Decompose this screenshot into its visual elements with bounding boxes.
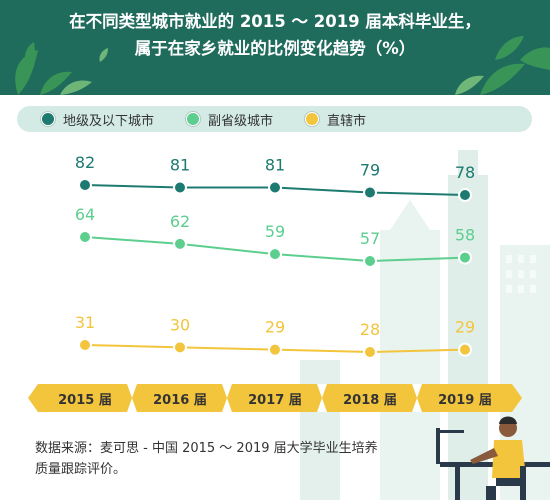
legend-item-municipality: 直辖市: [305, 110, 366, 129]
banner-divider-1: [222, 384, 232, 412]
legend-item-prefecture: 地级及以下城市: [41, 110, 154, 129]
category-label: 2017 届: [248, 393, 302, 408]
chart-title: 在不同类型城市就业的 2015 ～ 2019 届本科毕业生， 属于在家乡就业的比…: [0, 8, 550, 62]
data-label: 82: [75, 153, 95, 172]
banner-divider-3: [412, 384, 422, 412]
data-point: [173, 236, 187, 251]
category-label: 2018 届: [343, 393, 397, 408]
data-point: [268, 180, 282, 195]
leaf-decoration: [15, 36, 550, 95]
category-label: 2019 届: [438, 393, 492, 408]
category-label: 2016 届: [153, 393, 207, 408]
data-label: 79: [360, 161, 380, 180]
data-point: [458, 342, 472, 357]
title-line-2: 属于在家乡就业的比例变化趋势（%）: [134, 39, 416, 58]
title-line-1: 在不同类型城市就业的 2015 ～ 2019 届本科毕业生，: [69, 12, 481, 31]
banner-divider-0: [127, 384, 137, 412]
data-label: 59: [265, 222, 285, 241]
data-label: 81: [265, 156, 285, 175]
data-label: 81: [170, 156, 190, 175]
data-point: [173, 180, 187, 195]
data-point: [458, 250, 472, 265]
legend-swatch-subprovincial: [186, 112, 201, 126]
legend-label-subprovincial: 副省级城市: [208, 113, 274, 129]
data-point: [78, 230, 92, 244]
banner-left-tip: [28, 384, 38, 412]
data-point: [363, 254, 377, 268]
header-banner: 在不同类型城市就业的 2015 ～ 2019 届本科毕业生， 属于在家乡就业的比…: [0, 0, 550, 95]
data-label: 29: [265, 318, 285, 337]
data-label: 30: [170, 315, 190, 334]
data-label: 28: [360, 320, 380, 339]
data-point: [363, 185, 377, 200]
person-at-desk-illustration: [436, 416, 550, 500]
data-point: [458, 188, 472, 202]
legend-item-subprovincial: 副省级城市: [186, 110, 273, 129]
data-label: 78: [455, 163, 475, 182]
legend-label-municipality: 直辖市: [327, 113, 367, 129]
series-layer: 82 81 81 79 78 64 62 59 57 58 31 30 29 28 29: [75, 153, 475, 359]
data-label: 64: [75, 205, 95, 224]
data-point: [78, 178, 92, 192]
banner-right-tip: [512, 384, 522, 412]
category-banner: 2015 届 2016 届 2017 届 2018 届 2019 届: [28, 384, 522, 412]
data-point: [363, 345, 377, 359]
category-label: 2015 届: [58, 393, 112, 408]
data-label: 62: [170, 212, 190, 231]
data-label: 29: [455, 318, 475, 337]
data-label: 58: [455, 226, 475, 245]
legend-swatch-prefecture: [41, 112, 55, 126]
banner-bar: [38, 384, 512, 412]
data-source-note: 数据来源：麦可思 - 中国 2015 ～ 2019 届大学毕业生培养 质量跟踪评…: [35, 438, 415, 480]
data-label: 57: [360, 229, 380, 248]
source-line-1: 数据来源：麦可思 - 中国 2015 ～ 2019 届大学毕业生培养: [35, 441, 378, 456]
data-label: 31: [75, 313, 95, 332]
banner-divider-2: [317, 384, 327, 412]
legend-label-prefecture: 地级及以下城市: [63, 113, 155, 129]
data-point: [268, 247, 282, 262]
data-point: [173, 340, 187, 355]
legend-swatch-municipality: [305, 112, 320, 126]
legend: 地级及以下城市 副省级城市 直辖市: [17, 106, 532, 132]
data-point: [268, 342, 282, 357]
source-line-2: 质量跟踪评价。: [35, 462, 127, 477]
data-point: [78, 338, 92, 352]
